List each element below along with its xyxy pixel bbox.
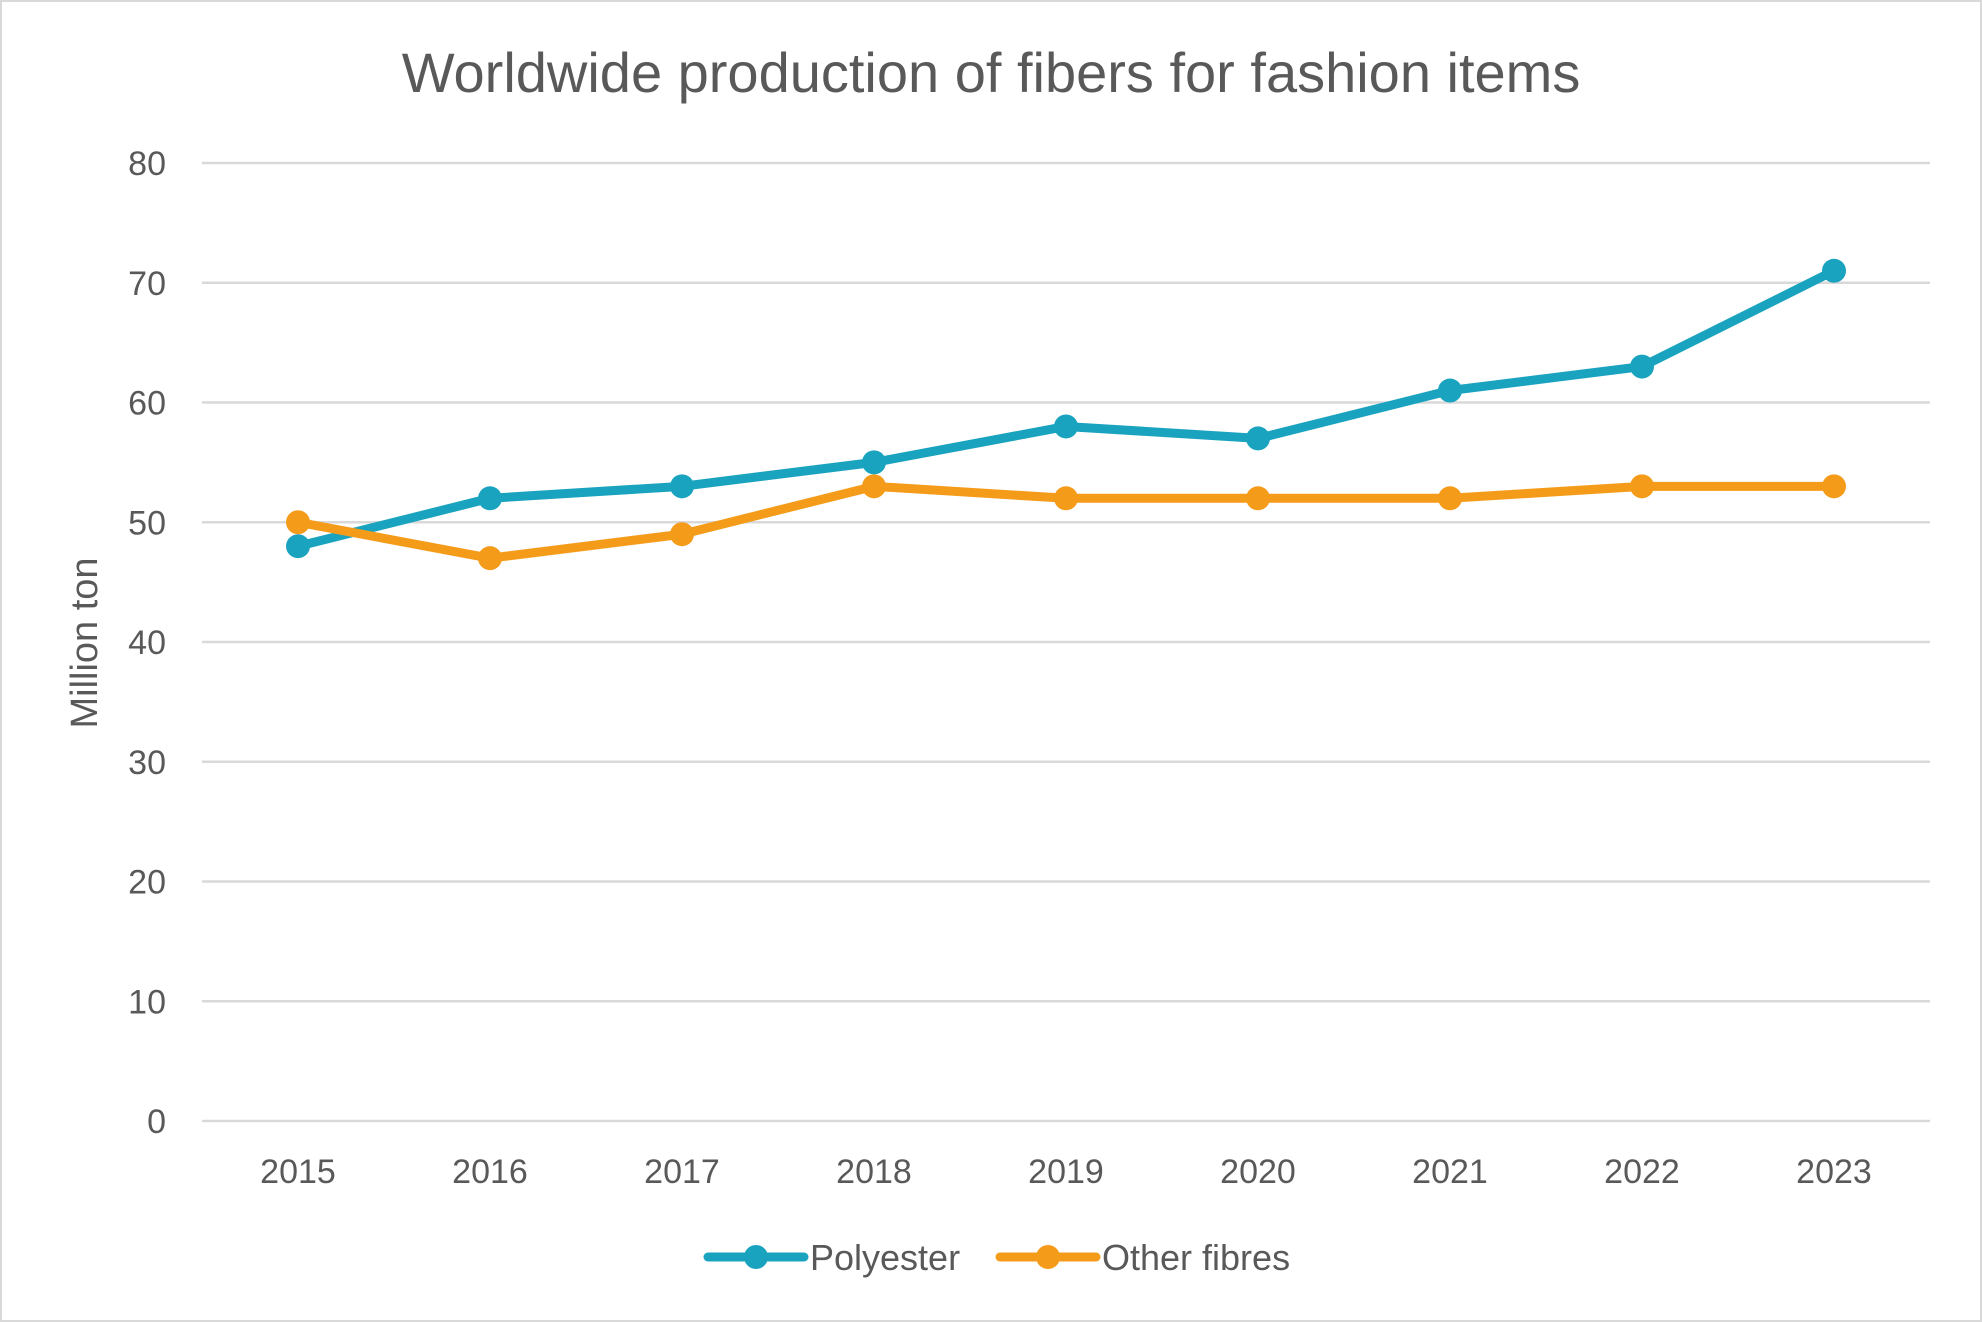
legend: Polyester Other fibres [703, 1237, 1290, 1278]
data-point [1246, 426, 1270, 451]
data-point [1822, 258, 1846, 283]
data-point [478, 486, 502, 511]
y-tick-label: 50 [128, 504, 166, 542]
legend-item: Polyester [703, 1237, 960, 1278]
x-tick-label: 2020 [1220, 1153, 1296, 1191]
x-tick-label: 2015 [260, 1153, 336, 1191]
data-point [670, 522, 694, 547]
legend-swatch-marker [1036, 1245, 1060, 1269]
y-tick-label: 60 [128, 385, 166, 423]
y-tick-label: 80 [128, 145, 166, 183]
x-tick-label: 2023 [1796, 1153, 1872, 1191]
legend-label: Polyester [810, 1237, 960, 1278]
x-tick-label: 2018 [836, 1153, 912, 1191]
data-point [478, 546, 502, 571]
data-point [286, 510, 310, 535]
data-point [1630, 474, 1654, 499]
series-polyester [286, 258, 1846, 559]
y-tick-label: 30 [128, 744, 166, 782]
data-point [1054, 414, 1078, 439]
x-tick-label: 2022 [1604, 1153, 1680, 1191]
y-tick-label: 10 [128, 983, 166, 1021]
data-point [862, 450, 886, 475]
series-layer [286, 258, 1846, 571]
x-tick-label: 2016 [452, 1153, 528, 1191]
y-axis-ticks: 0 10 20 30 40 50 60 70 80 [128, 145, 166, 1141]
x-tick-label: 2019 [1028, 1153, 1104, 1191]
data-point [1438, 486, 1462, 511]
data-point [862, 474, 886, 499]
data-point [1822, 474, 1846, 499]
data-point [1054, 486, 1078, 511]
data-point [1438, 378, 1462, 403]
x-tick-label: 2021 [1412, 1153, 1488, 1191]
y-tick-label: 40 [128, 624, 166, 662]
y-tick-label: 0 [147, 1103, 166, 1141]
y-tick-label: 70 [128, 265, 166, 303]
x-axis-ticks: 2015 2016 2017 2018 2019 2020 2021 2022 2023 [260, 1153, 1872, 1191]
x-tick-label: 2017 [644, 1153, 720, 1191]
legend-item: Other fibres [995, 1237, 1290, 1278]
data-point [1246, 486, 1270, 511]
y-tick-label: 20 [128, 864, 166, 902]
y-axis-title: Million ton [64, 557, 106, 728]
data-point [670, 474, 694, 499]
gridlines [202, 161, 1930, 1123]
chart-title: Worldwide production of fibers for fashi… [402, 41, 1581, 104]
data-point [286, 534, 310, 559]
series-other-fibres [286, 474, 1846, 571]
legend-label: Other fibres [1102, 1237, 1290, 1278]
legend-swatch-marker [744, 1245, 768, 1269]
data-point [1630, 354, 1654, 379]
